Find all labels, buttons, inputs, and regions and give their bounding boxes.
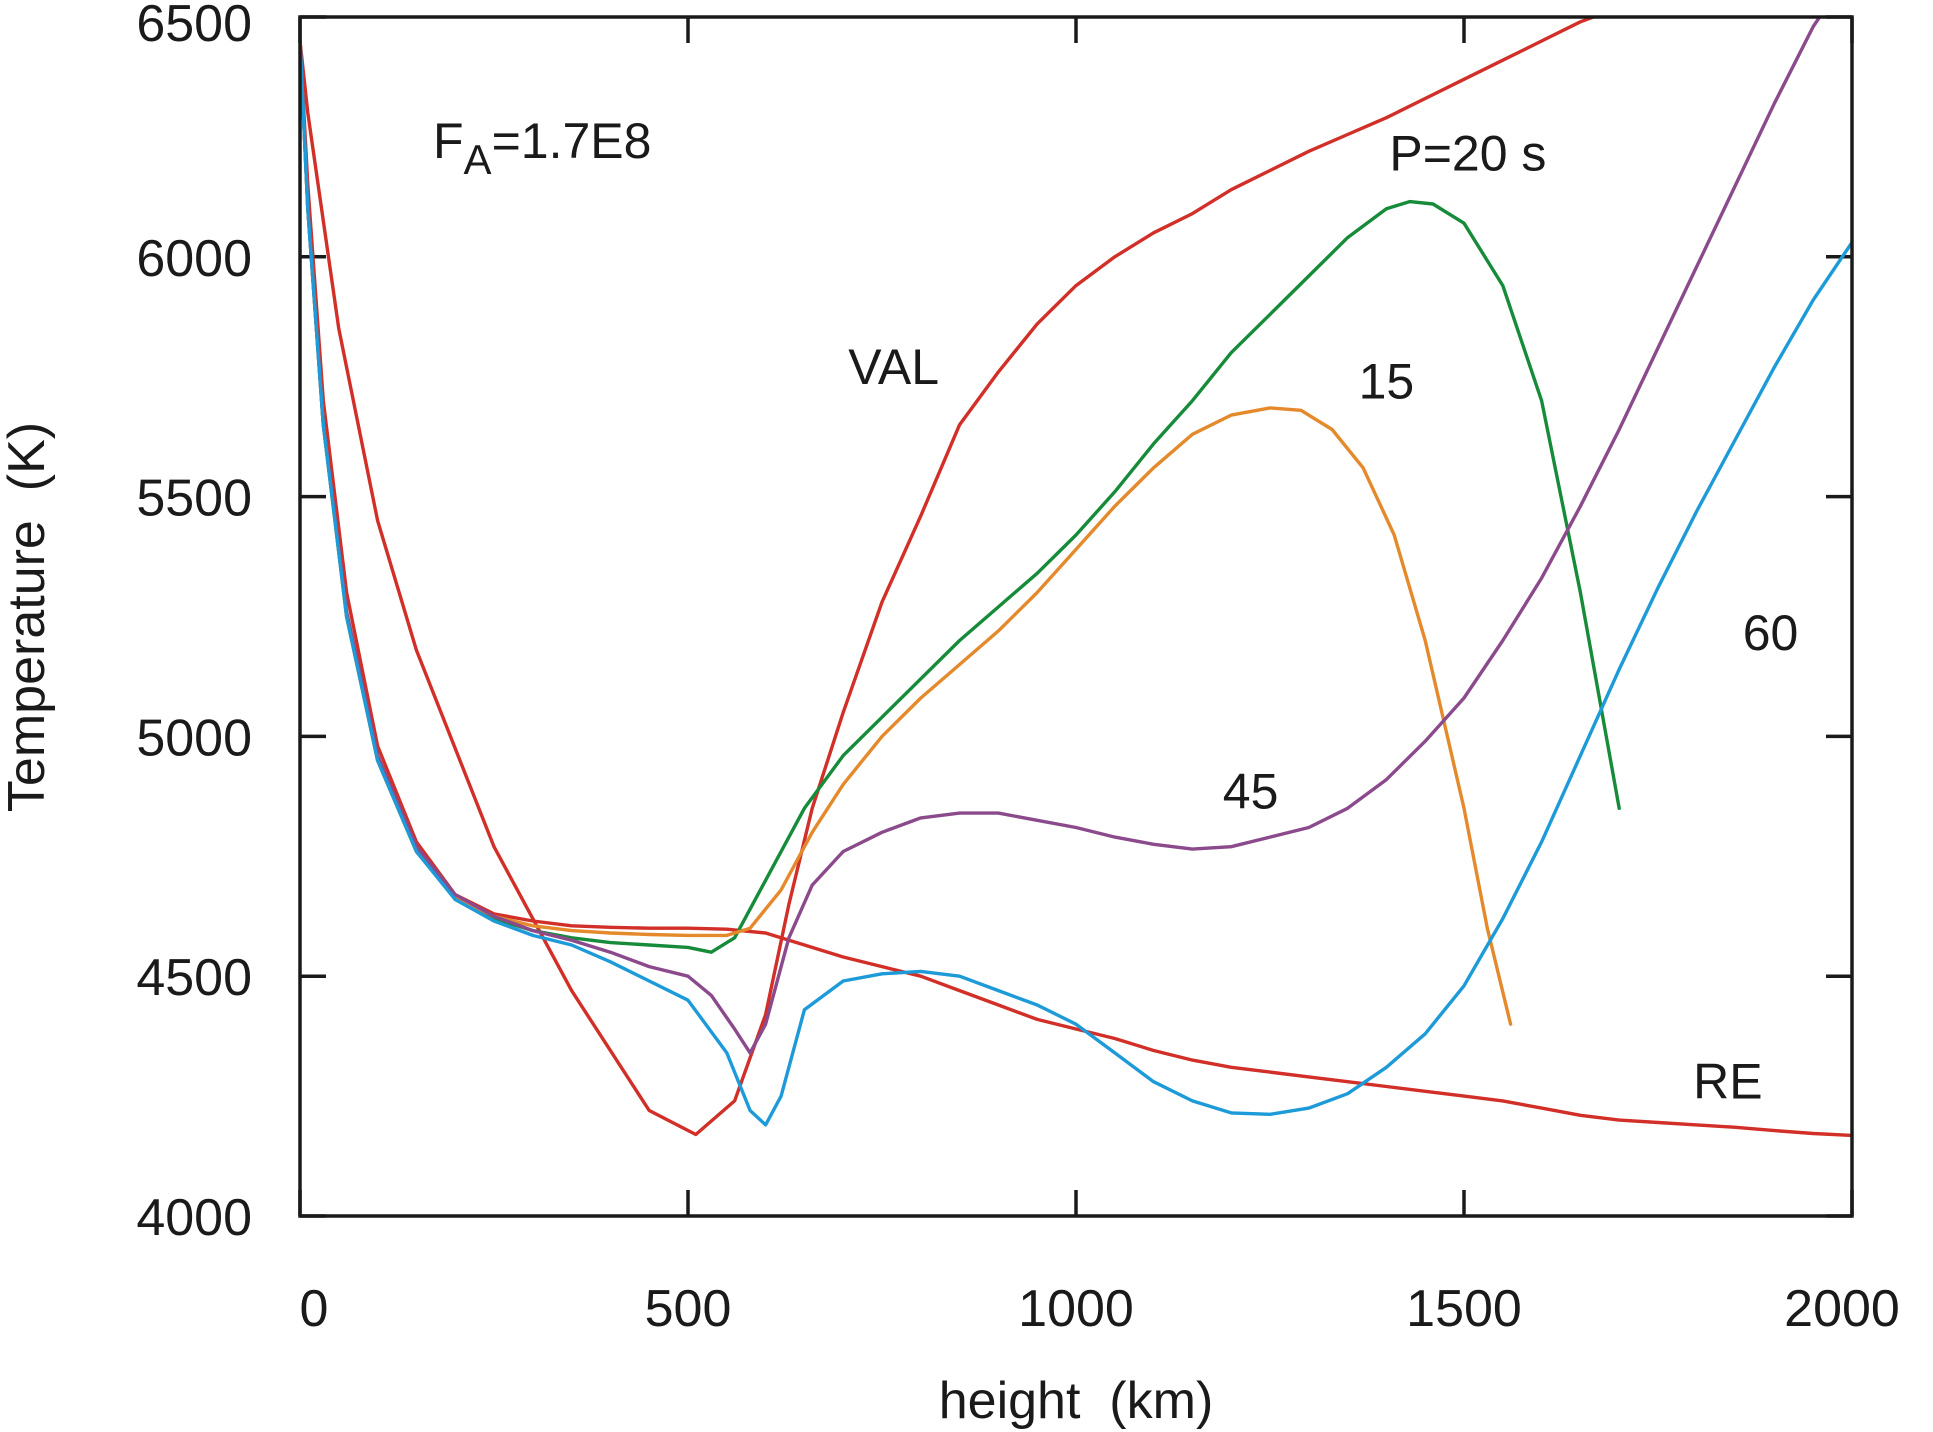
y-tick-label-1: 4500 bbox=[136, 949, 252, 1007]
y-tick-label-4: 6000 bbox=[136, 230, 252, 288]
series-label-60: 60 bbox=[1743, 605, 1799, 661]
series-label-re: RE bbox=[1693, 1053, 1762, 1109]
series-label-45: 45 bbox=[1223, 763, 1279, 819]
series-group bbox=[300, 17, 1852, 1138]
y-axis-title: Temperature (K) bbox=[0, 422, 56, 812]
x-tick-label-2: 1000 bbox=[1018, 1280, 1134, 1338]
x-tick-label-1: 500 bbox=[645, 1280, 732, 1338]
series-line-re bbox=[300, 39, 1852, 1138]
x-tick-label-3: 1500 bbox=[1406, 1280, 1522, 1338]
y-tick-label-5: 6500 bbox=[136, 0, 252, 53]
series-line-60 bbox=[300, 39, 1852, 1127]
flux-value: =1.7E8 bbox=[492, 113, 652, 169]
plot-frame bbox=[298, 15, 1854, 1218]
series-label-p-20-s: P=20 s bbox=[1389, 125, 1546, 181]
flux-symbol: F bbox=[433, 113, 464, 169]
tick-labels: 0 500 1000 1500 2000 4000 4500 5000 5500 6000 6500 bbox=[136, 0, 1900, 1338]
series-label-15: 15 bbox=[1359, 353, 1415, 409]
x-axis-title: height (km) bbox=[939, 1372, 1214, 1430]
series-line-45 bbox=[300, 17, 1822, 1055]
flux-subscript: A bbox=[464, 136, 492, 183]
x-tick-label-0: 0 bbox=[300, 1280, 329, 1338]
y-tick-label-0: 4000 bbox=[136, 1189, 252, 1247]
flux-annotation: FA=1.7E8 bbox=[433, 113, 651, 183]
series-line-val bbox=[300, 17, 1599, 1137]
series-labels: VAL RE P=20 s 15 45 60 bbox=[848, 125, 1798, 1109]
y-tick-label-2: 5000 bbox=[136, 709, 252, 767]
series-label-val: VAL bbox=[848, 339, 939, 395]
x-tick-label-4: 2000 bbox=[1784, 1280, 1900, 1338]
y-tick-label-3: 5500 bbox=[136, 470, 252, 528]
